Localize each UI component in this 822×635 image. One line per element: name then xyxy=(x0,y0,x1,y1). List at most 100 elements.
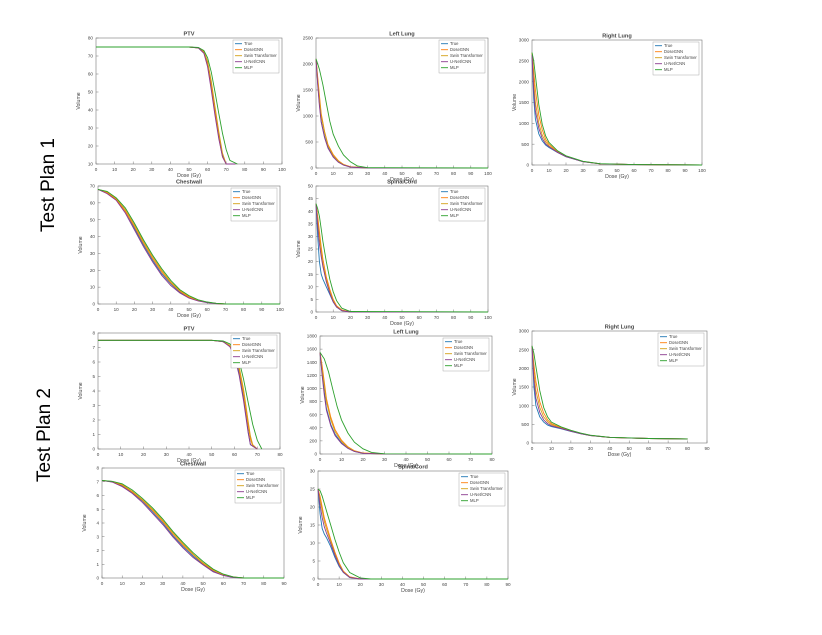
x-tick-label: 20 xyxy=(348,315,354,320)
x-tick-label: 70 xyxy=(224,167,230,172)
series-line-mlp xyxy=(319,352,493,455)
x-tick-label: 60 xyxy=(205,307,211,312)
y-tick-label: 800 xyxy=(309,399,317,404)
x-tick-label: 80 xyxy=(484,582,490,587)
x-tick-label: 100 xyxy=(278,167,286,172)
y-tick-label: 25 xyxy=(308,247,314,252)
legend-label: DoseGNN xyxy=(669,340,688,345)
x-tick-label: 20 xyxy=(358,582,364,587)
chart-title: PTV xyxy=(184,32,195,38)
x-tick-label: 80 xyxy=(685,446,691,451)
y-tick-label: 20 xyxy=(90,268,96,273)
x-tick-label: 10 xyxy=(546,168,552,173)
x-tick-label: 60 xyxy=(417,171,423,176)
x-tick-label: 60 xyxy=(442,582,448,587)
x-axis-label: Dose (Gy) xyxy=(394,463,418,469)
y-tick-label: 1500 xyxy=(303,88,314,93)
y-tick-label: 2000 xyxy=(519,79,530,84)
x-tick-label: 40 xyxy=(382,171,388,176)
x-tick-label: 10 xyxy=(331,171,337,176)
series-line-mlp xyxy=(317,488,508,580)
x-tick-label: 90 xyxy=(259,307,265,312)
x-tick-label: 90 xyxy=(468,315,474,320)
legend-label: U-Net/CNN xyxy=(246,489,267,494)
x-axis-label: Dose (Gy) xyxy=(390,321,414,327)
chart-title: Right Lung xyxy=(602,34,632,40)
x-tick-label: 0 xyxy=(531,168,534,173)
y-tick-label: 10 xyxy=(88,162,94,167)
x-tick-label: 40 xyxy=(180,581,186,586)
y-tick-label: 8 xyxy=(96,466,99,471)
chart-panel-t1-chestwall: 0 10 20 30 40 50 60 70 80 90 100 0 10 20 30 40 50 60 70 Che… xyxy=(78,180,284,320)
y-tick-label: 6 xyxy=(96,493,99,498)
y-tick-label: 1600 xyxy=(307,347,318,352)
x-tick-label: 60 xyxy=(232,452,238,457)
legend-label: True xyxy=(242,189,251,194)
chart-title: SpinalCord xyxy=(387,180,417,186)
x-tick-label: 10 xyxy=(339,457,345,462)
legend-label: Swin Transformer xyxy=(242,348,275,353)
y-tick-label: 400 xyxy=(309,425,317,430)
legend-label: DoseGNN xyxy=(242,195,261,200)
x-tick-label: 50 xyxy=(201,581,207,586)
y-axis-label: Volume xyxy=(78,382,84,399)
chart-title: Chestwall xyxy=(176,180,203,186)
x-tick-label: 70 xyxy=(468,457,474,462)
x-tick-label: 0 xyxy=(315,171,318,176)
x-tick-label: 50 xyxy=(399,315,405,320)
x-tick-label: 20 xyxy=(131,167,137,172)
y-tick-label: 5 xyxy=(312,559,315,564)
y-tick-label: 40 xyxy=(308,209,314,214)
legend-label: MLP xyxy=(470,498,479,503)
y-tick-label: 2 xyxy=(92,418,95,423)
y-tick-label: 2500 xyxy=(519,58,530,63)
y-axis-label: Volume xyxy=(296,240,302,257)
x-tick-label: 30 xyxy=(160,581,166,586)
x-tick-label: 0 xyxy=(317,582,320,587)
y-tick-label: 2500 xyxy=(519,347,530,352)
x-tick-label: 80 xyxy=(261,581,267,586)
legend-label: U-Net/CNN xyxy=(470,492,491,497)
x-tick-label: 50 xyxy=(186,307,192,312)
chart-panel-t2-chestwall: 0 10 20 30 40 50 60 70 80 90 0 1 2 3 4 5 6 7 8 Chestwall Dos… xyxy=(82,462,287,594)
x-tick-label: 70 xyxy=(223,307,229,312)
chart-panel-t2-right-lung: 0 10 20 30 40 50 60 70 80 90 0 500 1000 1500 2000 2500 3… xyxy=(512,325,710,459)
y-tick-label: 500 xyxy=(521,142,529,147)
x-tick-label: 70 xyxy=(666,446,672,451)
y-tick-label: 5 xyxy=(92,374,95,379)
x-tick-label: 60 xyxy=(417,315,423,320)
legend-label: DoseGNN xyxy=(246,477,265,482)
x-tick-label: 0 xyxy=(97,307,100,312)
x-tick-label: 90 xyxy=(468,171,474,176)
x-tick-label: 40 xyxy=(382,315,388,320)
x-tick-label: 90 xyxy=(281,581,287,586)
x-tick-label: 0 xyxy=(531,446,534,451)
y-tick-label: 1200 xyxy=(307,373,318,378)
y-tick-label: 0 xyxy=(526,441,529,446)
x-tick-label: 100 xyxy=(484,315,492,320)
chart-panel-t1-spinal-cord: 0 10 20 30 40 50 60 70 80 90 100 0 5 10 15 20 25 30 35 40 45… xyxy=(296,180,492,328)
x-tick-label: 40 xyxy=(597,168,603,173)
x-tick-label: 30 xyxy=(580,168,586,173)
y-tick-label: 1500 xyxy=(519,100,530,105)
legend-label: MLP xyxy=(242,360,251,365)
chart-panel-t1-ptv: 0 10 20 30 40 50 60 70 80 90 1001020304050607080PT… xyxy=(76,32,286,180)
x-tick-label: 30 xyxy=(588,446,594,451)
x-tick-label: 30 xyxy=(365,315,371,320)
x-tick-label: 30 xyxy=(365,171,371,176)
series-line-mlp xyxy=(315,58,489,169)
y-tick-label: 30 xyxy=(310,469,316,474)
y-tick-label: 2 xyxy=(96,548,99,553)
x-tick-label: 30 xyxy=(164,452,170,457)
x-tick-label: 50 xyxy=(614,168,620,173)
y-tick-label: 30 xyxy=(308,234,314,239)
y-tick-label: 0 xyxy=(92,447,95,452)
x-tick-label: 20 xyxy=(563,168,569,173)
y-axis-label: Volume xyxy=(300,386,306,403)
y-tick-label: 40 xyxy=(88,108,94,113)
y-tick-label: 50 xyxy=(90,217,96,222)
y-tick-label: 3000 xyxy=(519,38,530,43)
